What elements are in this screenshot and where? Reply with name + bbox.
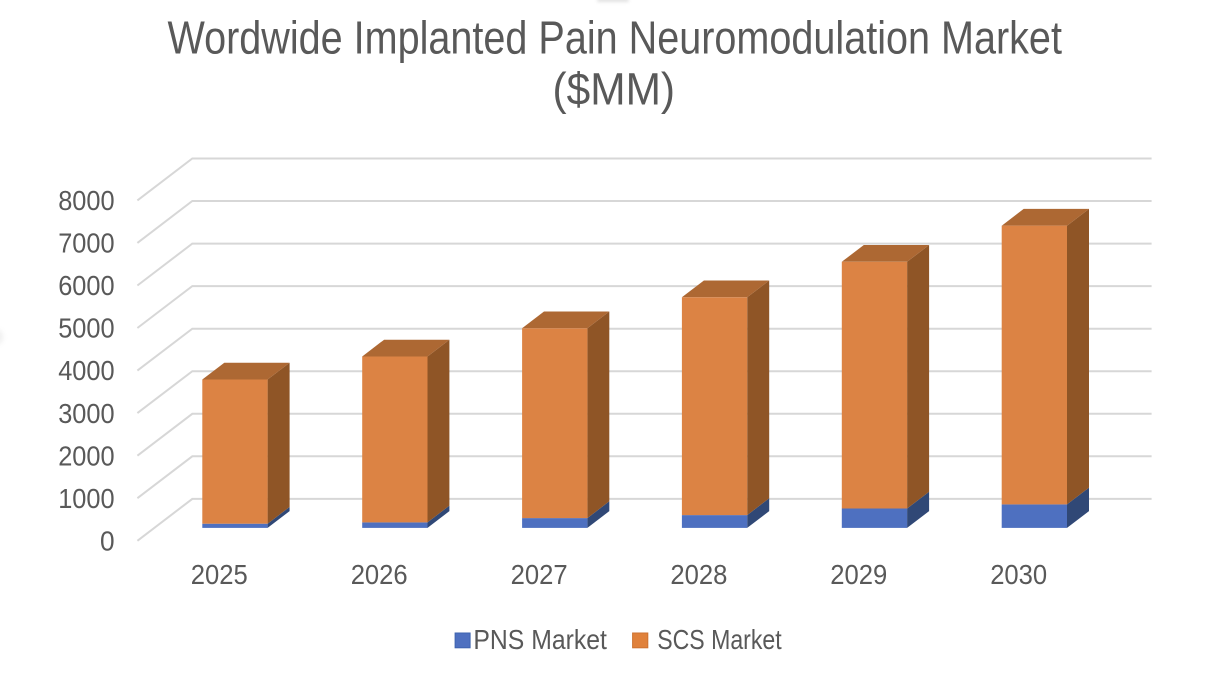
svg-text:Wordwide Implanted Pain Neurom: Wordwide Implanted Pain Neuromodulation … — [167, 11, 1062, 63]
svg-text:1000: 1000 — [58, 483, 114, 514]
svg-text:2027: 2027 — [511, 559, 568, 590]
svg-text:7000: 7000 — [58, 228, 114, 259]
svg-text:2026: 2026 — [351, 559, 408, 590]
svg-text:6000: 6000 — [58, 270, 114, 301]
svg-text:3000: 3000 — [58, 398, 114, 429]
svg-text:5000: 5000 — [58, 313, 114, 344]
svg-text:2000: 2000 — [58, 440, 114, 471]
svg-text:2028: 2028 — [670, 559, 727, 590]
svg-text:2030: 2030 — [990, 559, 1047, 590]
svg-text:2025: 2025 — [191, 559, 248, 590]
svg-text:($MM): ($MM) — [553, 63, 676, 114]
svg-text:PNS Market: PNS Market — [473, 624, 607, 655]
svg-text:4000: 4000 — [58, 355, 114, 386]
svg-text:0: 0 — [100, 525, 115, 556]
svg-text:2029: 2029 — [830, 559, 887, 590]
svg-text:SCS Market: SCS Market — [657, 624, 782, 655]
svg-text:8000: 8000 — [58, 185, 114, 216]
